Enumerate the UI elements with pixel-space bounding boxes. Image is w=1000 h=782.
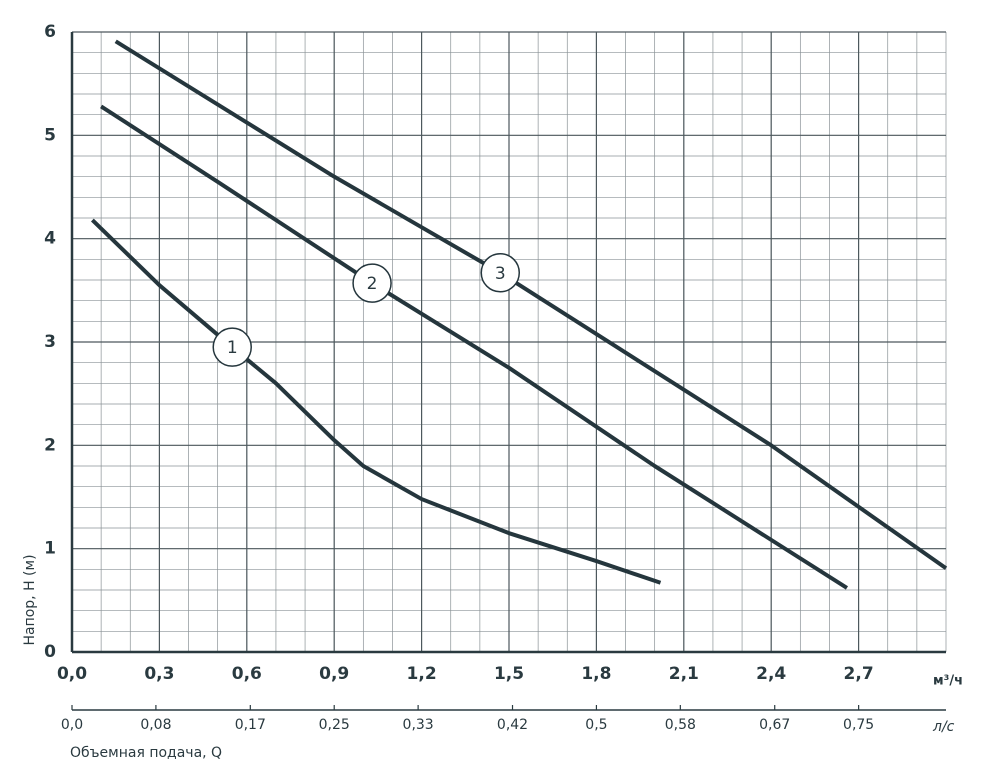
x-tick-label: 2,1 bbox=[669, 664, 699, 684]
x2-tick-label: 0,0 bbox=[61, 717, 83, 733]
x2-tick-label: 0,5 bbox=[585, 717, 607, 733]
y-tick-label: 4 bbox=[44, 229, 56, 249]
y-tick-label: 5 bbox=[44, 125, 56, 145]
x-tick-label: 0,9 bbox=[319, 664, 349, 684]
x2-tick-label: 0,08 bbox=[140, 717, 171, 733]
x-tick-label: 1,8 bbox=[581, 664, 611, 684]
legend-label: 2 bbox=[367, 274, 378, 294]
x2-tick-label: 0,67 bbox=[759, 717, 790, 733]
x2-tick-label: 0,42 bbox=[497, 717, 528, 733]
curve bbox=[100, 104, 849, 590]
x-tick-label: 1,5 bbox=[494, 664, 524, 684]
x2-tick-label: 0,58 bbox=[665, 717, 696, 733]
x-tick-label: 0,6 bbox=[232, 664, 262, 684]
legend-label: 1 bbox=[227, 338, 238, 358]
y-tick-label: 0 bbox=[44, 642, 56, 662]
y-tick-label: 6 bbox=[44, 22, 56, 42]
x-tick-label: 1,2 bbox=[407, 664, 437, 684]
x-tick-label: 2,7 bbox=[844, 664, 874, 684]
x-tick-label: 0,0 bbox=[57, 664, 87, 684]
x2-tick-label: 0,33 bbox=[403, 717, 434, 733]
y-tick-label: 2 bbox=[44, 435, 56, 455]
x2-tick-label: 0,17 bbox=[235, 717, 266, 733]
x-unit: м³/ч bbox=[933, 674, 963, 689]
x2-unit: л/с bbox=[932, 719, 955, 735]
x2-tick-label: 0,75 bbox=[843, 717, 874, 733]
curve bbox=[114, 39, 948, 570]
curve-label-badge bbox=[212, 327, 252, 367]
x-tick-label: 0,3 bbox=[144, 664, 174, 684]
y-tick-label: 3 bbox=[44, 332, 56, 352]
y-tick-label: 1 bbox=[44, 539, 56, 559]
x-axis-label: Объемная подача, Q bbox=[70, 745, 222, 761]
y-axis-label: Напор, H (м) bbox=[22, 554, 38, 645]
curve-label-badge bbox=[480, 253, 521, 293]
x-tick-label: 2,4 bbox=[756, 664, 786, 684]
x2-tick-label: 0,25 bbox=[319, 717, 350, 733]
curve-label-badge bbox=[352, 263, 392, 303]
curve bbox=[90, 218, 662, 585]
legend-label: 3 bbox=[495, 264, 506, 284]
